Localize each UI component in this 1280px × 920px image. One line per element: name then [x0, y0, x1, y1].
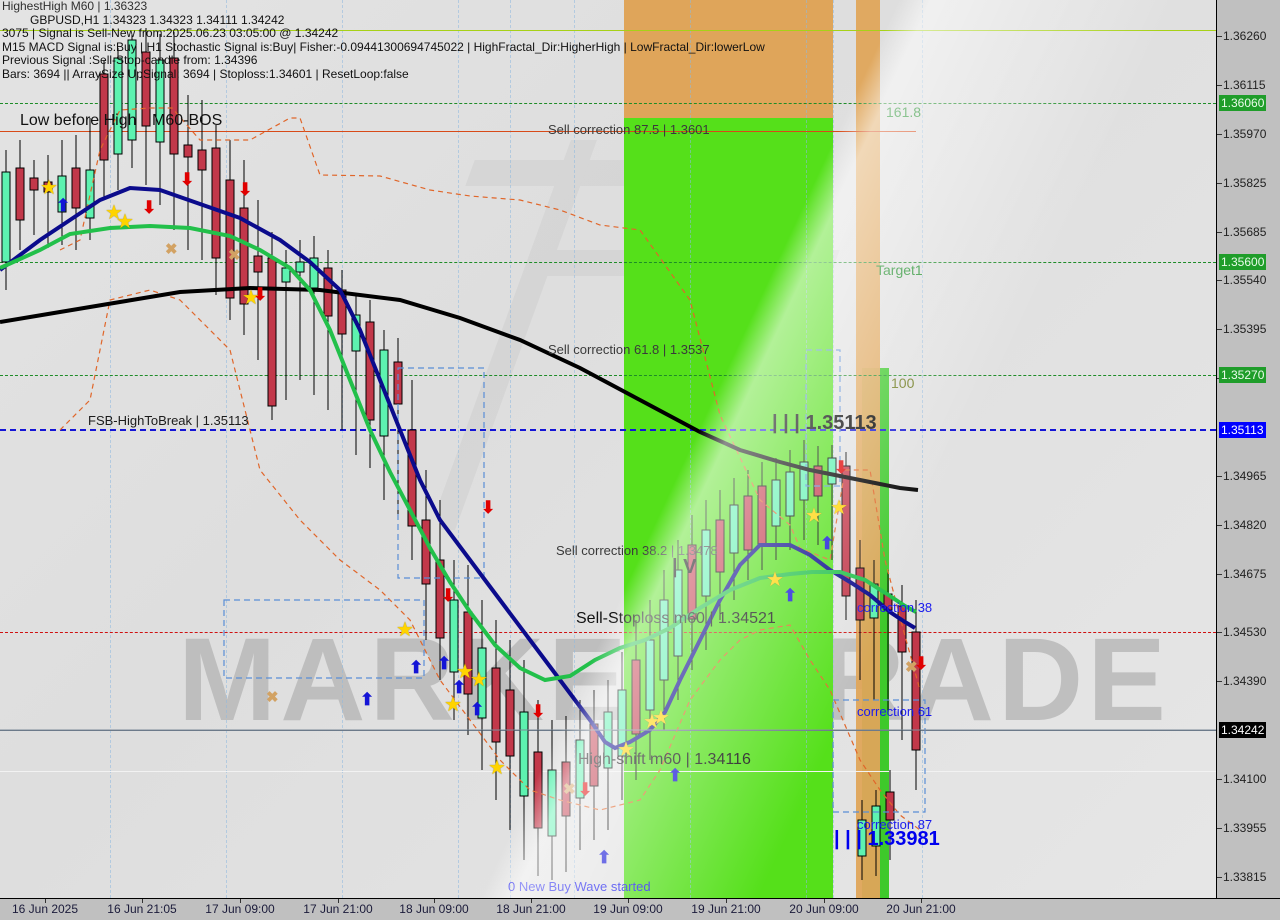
- daygrid-line: [833, 0, 835, 898]
- info-line-0: 3075 | Signal is Sell-New from:2025.06.2…: [2, 26, 339, 40]
- level-line-top-green: [0, 30, 1216, 31]
- price-tick: 1.35395: [1223, 322, 1267, 336]
- level-label-high-shift-m60: High-shift m60 | 1.34116: [578, 751, 751, 768]
- time-tick: 19 Jun 09:00: [593, 902, 663, 916]
- price-tick: 1.34820: [1223, 518, 1267, 532]
- annotation-price-35113: | | | 1.35113: [772, 412, 877, 434]
- info-line-1: M15 MACD Signal is:Buy | H1 Stochastic S…: [2, 39, 765, 54]
- level-line-fib-100: [0, 375, 1216, 376]
- price-tag-green: 1.35270: [1219, 367, 1267, 383]
- price-tick: 1.35970: [1223, 127, 1267, 141]
- time-tick: 18 Jun 21:00: [496, 902, 566, 916]
- time-tick: 17 Jun 21:00: [303, 902, 373, 916]
- price-tag-green: 1.35600: [1219, 254, 1267, 270]
- time-tick: 19 Jun 21:00: [691, 902, 761, 916]
- price-tag-blue: 1.35113: [1219, 422, 1266, 438]
- price-tick: 1.34965: [1223, 469, 1267, 483]
- time-tick: 18 Jun 09:00: [399, 902, 469, 916]
- annotation-correction-87: correction 87: [857, 817, 933, 832]
- time-tick: 16 Jun 2025: [11, 902, 79, 916]
- info-line-cut: HighestHigh M60 | 1.36323: [2, 0, 148, 13]
- ma-slow-black: [0, 285, 919, 492]
- annotation-low-before-high: Low before High: [20, 112, 137, 129]
- annotation-m60-bos: M60-BOS: [152, 112, 223, 129]
- price-tick: 1.34390: [1223, 674, 1267, 688]
- zone-band-orange-top: [624, 0, 833, 118]
- annotation-price-33981: | | | 1.33981: [834, 828, 940, 850]
- daygrid-line: [342, 0, 344, 898]
- daygrid-line: [510, 0, 512, 898]
- chart-series-overlay: [0, 28, 1216, 880]
- level-line-fib-1618: [0, 103, 1216, 104]
- level-line-target1: [0, 262, 1216, 263]
- level-label-sell-correction-382: Sell correction 38.2 | 1.3478: [556, 543, 718, 558]
- daygrid-line: [574, 0, 576, 898]
- chart-plot-area[interactable]: MARKET TRADE: [0, 0, 1216, 898]
- level-line-stoploss: [0, 632, 1216, 633]
- time-tick: 17 Jun 09:00: [205, 902, 275, 916]
- price-scale[interactable]: 1.36260 1.36115 1.35970 1.35825 1.35685 …: [1216, 0, 1280, 898]
- price-tick: 1.35540: [1223, 273, 1267, 287]
- level-label-sell-correction-875: Sell correction 87.5 | 1.3601: [548, 122, 710, 137]
- level-label-sell-correction-618: Sell correction 61.8 | 1.3537: [548, 342, 710, 357]
- price-tick: 1.34530: [1223, 625, 1267, 639]
- info-symbol-ohlc: GBPUSD,H1 1.34323 1.34323 1.34111 1.3424…: [30, 12, 285, 27]
- price-tick: 1.36260: [1223, 29, 1267, 43]
- daygrid-line: [226, 0, 228, 898]
- time-tick: 20 Jun 21:00: [886, 902, 956, 916]
- info-line-3: Bars: 3694 || ArraySize UpSignal: 3694 |…: [2, 66, 409, 81]
- time-scale[interactable]: 16 Jun 2025 16 Jun 21:05 17 Jun 09:00 17…: [0, 898, 1280, 920]
- orange-envelope-lower: [59, 289, 921, 831]
- zone-band-green-main: [624, 0, 833, 898]
- price-tick: 1.33815: [1223, 870, 1267, 884]
- price-tick: 1.36115: [1223, 78, 1266, 92]
- annotation-wave-label-v: | V: [672, 556, 697, 578]
- level-label-fsb-hightobreak: FSB-HighToBreak | 1.35113: [88, 413, 249, 428]
- daygrid-line: [922, 0, 924, 898]
- time-tick: 20 Jun 09:00: [789, 902, 859, 916]
- fib-label-100: 100: [891, 375, 915, 391]
- fib-label-1618: 161.8: [886, 104, 922, 120]
- price-tag-current: 1.34242: [1219, 722, 1267, 738]
- price-tick: 1.35685: [1223, 225, 1267, 239]
- zone-band-orange-right: [856, 0, 880, 898]
- chart-info-header: HighestHigh M60 | 1.36323 GBPUSD,H1 1.34…: [2, 0, 765, 81]
- price-tick: 1.34100: [1223, 772, 1267, 786]
- level-line-sell-875: [0, 131, 916, 132]
- daygrid-line: [110, 0, 112, 898]
- fib-label-target1: Target1: [876, 262, 923, 278]
- daygrid-line: [458, 0, 460, 898]
- price-tick: 1.35825: [1223, 176, 1267, 190]
- daygrid-line: [690, 0, 692, 898]
- level-line-fsb-hightobreak: [0, 429, 1216, 431]
- annotation-correction-61: correction 61: [857, 704, 933, 719]
- ma-mid-navy: [0, 185, 917, 751]
- level-label-sell-stoploss-m60: Sell-Stoploss m60 | 1.34521: [576, 610, 776, 627]
- price-tag-green: 1.36060: [1219, 95, 1267, 111]
- price-tick: 1.33955: [1223, 821, 1267, 835]
- time-tick: 16 Jun 21:05: [107, 902, 177, 916]
- ma-fast-green: [0, 223, 917, 683]
- orange-envelope-upper: [59, 107, 921, 691]
- price-tick: 1.34675: [1223, 567, 1267, 581]
- annotation-correction-38: correction 38: [857, 600, 933, 615]
- info-line-2: Previous Signal :Sell-Stop-candle from: …: [2, 53, 258, 67]
- annotation-new-buy-wave: 0 New Buy Wave started: [508, 879, 651, 894]
